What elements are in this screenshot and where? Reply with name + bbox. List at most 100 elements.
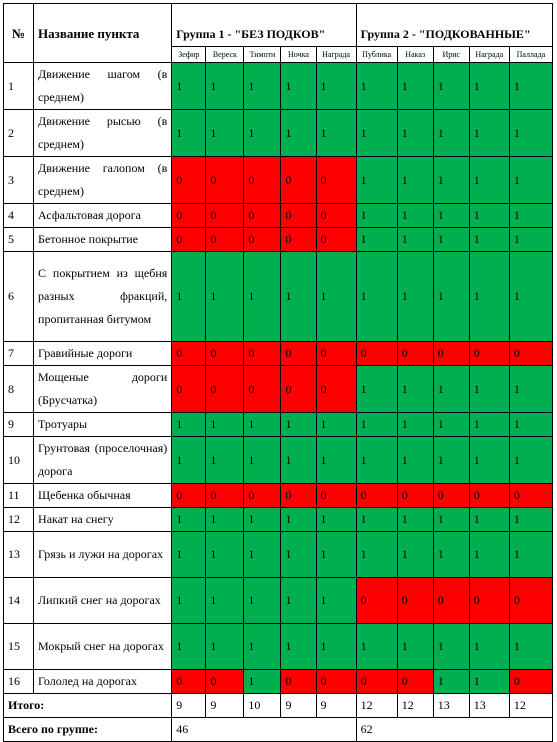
- value-cell: 1: [171, 577, 207, 624]
- row-number: 4: [2, 203, 35, 228]
- value-cell: 0: [355, 669, 398, 694]
- value-cell: 0: [171, 669, 207, 694]
- value-cell: 1: [205, 251, 245, 342]
- value-cell: 0: [171, 365, 207, 413]
- value-cell: 1: [355, 203, 398, 228]
- value-cell: 1: [280, 251, 317, 342]
- value-cell: 1: [508, 365, 554, 413]
- value-cell: 1: [315, 623, 357, 670]
- value-cell: 1: [396, 531, 434, 578]
- value-cell: 1: [432, 365, 470, 413]
- value-cell: 0: [205, 227, 245, 252]
- value-cell: 1: [205, 412, 245, 437]
- value-cell: 0: [315, 156, 357, 204]
- value-cell: 1: [355, 109, 398, 157]
- table-row: 14 Липкий снег на дорогах 1 1 1 1 1 0 0 0 0 0: [2, 577, 554, 624]
- table-row: 1 Движение шагом (в среднем) 1 1 1 1 1 1 1 1 1 1: [2, 62, 554, 110]
- total-cell: 9: [205, 693, 245, 718]
- value-cell: 1: [280, 577, 317, 624]
- table-row: 9 Тротуары 1 1 1 1 1 1 1 1 1 1: [2, 412, 554, 437]
- value-cell: 1: [355, 156, 398, 204]
- value-cell: 0: [171, 156, 207, 204]
- horse-header: Вереск: [205, 46, 245, 63]
- value-cell: 1: [171, 412, 207, 437]
- value-cell: 1: [432, 227, 470, 252]
- value-cell: 0: [508, 669, 554, 694]
- value-cell: 1: [243, 507, 282, 532]
- group2-total: 62: [355, 717, 554, 742]
- table-row: 3 Движение галопом (в среднем) 0 0 0 0 0 1 1 1 1 1: [2, 156, 554, 204]
- value-cell: 0: [205, 483, 245, 508]
- value-cell: 0: [432, 577, 470, 624]
- table-row: 2 Движение рысью (в среднем) 1 1 1 1 1 1 1 1 1 1: [2, 109, 554, 157]
- value-cell: 1: [355, 507, 398, 532]
- value-cell: 0: [171, 227, 207, 252]
- table-row: 8 Мощеные дороги (Брусчатка) 0 0 0 0 0 1 1 1 1 1: [2, 365, 554, 413]
- row-name: Движение галопом (в среднем): [33, 156, 173, 204]
- table-row: 7 Гравийные дороги 0 0 0 0 0 0 0 0 0 0: [2, 341, 554, 366]
- value-cell: 1: [355, 227, 398, 252]
- header-name: Название пункта: [33, 3, 173, 63]
- value-cell: 1: [280, 62, 317, 110]
- value-cell: 1: [468, 436, 510, 484]
- horse-header: Публика: [355, 46, 398, 63]
- row-name: Движение шагом (в среднем): [33, 62, 173, 110]
- value-cell: 1: [205, 436, 245, 484]
- value-cell: 1: [355, 531, 398, 578]
- value-cell: 1: [508, 109, 554, 157]
- row-number: 10: [2, 436, 35, 484]
- results-table: № Название пункта Группа 1 - "БЕЗ ПОДКОВ…: [2, 3, 554, 742]
- value-cell: 1: [355, 365, 398, 413]
- value-cell: 0: [171, 203, 207, 228]
- value-cell: 1: [243, 669, 282, 694]
- horse-header: Паллада: [508, 46, 554, 63]
- value-cell: 1: [171, 623, 207, 670]
- value-cell: 1: [205, 109, 245, 157]
- value-cell: 0: [315, 669, 357, 694]
- value-cell: 0: [243, 341, 282, 366]
- row-name: Гололед на дорогах: [33, 669, 173, 694]
- row-number: 5: [2, 227, 35, 252]
- table-row: 12 Накат на снегу 1 1 1 1 1 1 1 1 1 1: [2, 507, 554, 532]
- value-cell: 0: [396, 577, 434, 624]
- value-cell: 1: [396, 365, 434, 413]
- value-cell: 1: [396, 203, 434, 228]
- value-cell: 1: [468, 412, 510, 437]
- total-cell: 9: [315, 693, 357, 718]
- value-cell: 1: [508, 251, 554, 342]
- value-cell: 1: [205, 62, 245, 110]
- value-cell: 0: [396, 669, 434, 694]
- value-cell: 0: [243, 365, 282, 413]
- group1-header: Группа 1 - "БЕЗ ПОДКОВ": [171, 3, 357, 47]
- row-number: 3: [2, 156, 35, 204]
- value-cell: 0: [280, 203, 317, 228]
- value-cell: 1: [205, 531, 245, 578]
- value-cell: 1: [468, 156, 510, 204]
- row-name: Бетонное покрытие: [33, 227, 173, 252]
- value-cell: 1: [508, 623, 554, 670]
- table-row: 4 Асфальтовая дорога 0 0 0 0 0 1 1 1 1 1: [2, 203, 554, 228]
- value-cell: 0: [468, 483, 510, 508]
- table-row: 15 Мокрый снег на дорогах 1 1 1 1 1 1 1 1 1 1: [2, 623, 554, 670]
- value-cell: 1: [205, 507, 245, 532]
- horse-header: Наказ: [396, 46, 434, 63]
- row-name: Грязь и лужи на дорогах: [33, 531, 173, 578]
- value-cell: 1: [468, 531, 510, 578]
- value-cell: 1: [280, 623, 317, 670]
- table-row: 11 Щебенка обычная 0 0 0 0 0 0 0 0 0 0: [2, 483, 554, 508]
- value-cell: 1: [508, 203, 554, 228]
- value-cell: 1: [171, 109, 207, 157]
- value-cell: 0: [508, 341, 554, 366]
- value-cell: 0: [280, 156, 317, 204]
- horse-header: Ирис: [432, 46, 470, 63]
- value-cell: 1: [243, 531, 282, 578]
- value-cell: 1: [432, 623, 470, 670]
- value-cell: 1: [205, 623, 245, 670]
- row-number: 9: [2, 412, 35, 437]
- value-cell: 1: [468, 365, 510, 413]
- value-cell: 1: [171, 436, 207, 484]
- value-cell: 0: [280, 227, 317, 252]
- row-number: 12: [2, 507, 35, 532]
- header-num: №: [2, 3, 35, 63]
- value-cell: 1: [243, 62, 282, 110]
